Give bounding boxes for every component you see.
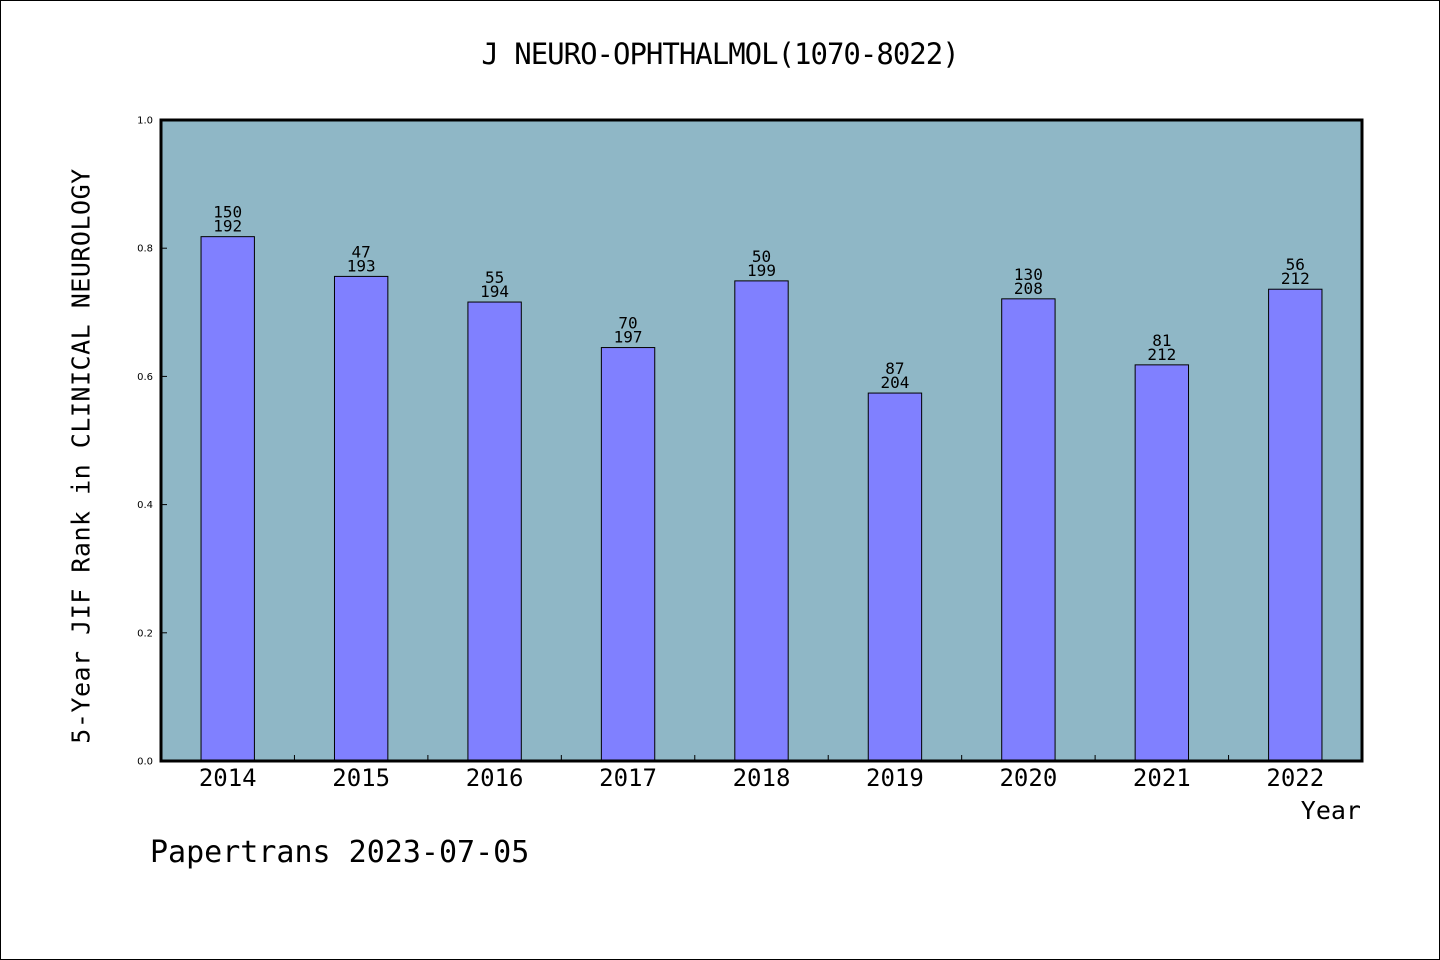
y-tick-label: 0.0 [137,757,153,768]
chart-title: J NEURO-OPHTHALMOL(1070-8022) [481,37,959,71]
bar-total-label: 204 [880,373,909,392]
bar-rank-label: 81 [1152,331,1171,350]
bar-2014 [200,236,255,762]
y-tick-label: 0.6 [137,372,153,383]
labels-layer: 0.00.20.40.60.81.01501922014471932015551… [137,116,1324,793]
bar-total-label: 192 [213,217,242,236]
y-tick-label: 0.4 [137,500,153,511]
bar-rank-label: 47 [352,242,371,261]
bar-total-label: 194 [480,282,509,301]
bar-2021 [1134,364,1190,762]
bar-2016 [467,301,522,762]
bar-rank-label: 56 [1286,255,1305,274]
x-tick-label: 2018 [733,764,791,792]
x-tick-label: 2015 [332,764,390,792]
bar-total-label: 193 [347,256,376,275]
bar-total-label: 197 [614,328,643,347]
bar-2019 [867,392,923,762]
bar-total-label: 199 [747,261,776,280]
bar-2022 [1268,288,1323,762]
x-tick-label: 2014 [199,764,257,792]
bars-layer [200,236,1323,762]
bar-2020 [1001,298,1056,762]
bar-total-label: 212 [1147,345,1176,364]
y-tick-label: 1.0 [137,116,153,127]
bar-rank-label: 130 [1014,265,1043,284]
bar-rank-label: 55 [485,268,504,287]
bar-2015 [333,275,389,762]
bar-rank-label: 70 [618,314,637,333]
bar-total-label: 212 [1281,269,1310,288]
x-tick-label: 2020 [999,764,1057,792]
y-tick-label: 0.2 [137,628,153,639]
x-tick-label: 2022 [1266,764,1324,792]
x-tick-label: 2019 [866,764,924,792]
x-axis-label: Year [1300,796,1361,825]
bar-rank-label: 87 [885,359,904,378]
bar-2017 [600,347,656,762]
footer-stamp: Papertrans 2023-07-05 [150,835,530,870]
plot-frame [159,118,1364,763]
bar-2018 [734,280,789,762]
x-tick-label: 2016 [466,764,524,792]
bar-total-label: 208 [1014,279,1043,298]
x-tick-label: 2017 [599,764,657,792]
bar-rank-label: 50 [752,247,771,266]
y-tick-label: 0.8 [137,244,153,255]
bar-rank-label: 150 [213,203,242,222]
x-tick-label: 2021 [1133,764,1191,792]
